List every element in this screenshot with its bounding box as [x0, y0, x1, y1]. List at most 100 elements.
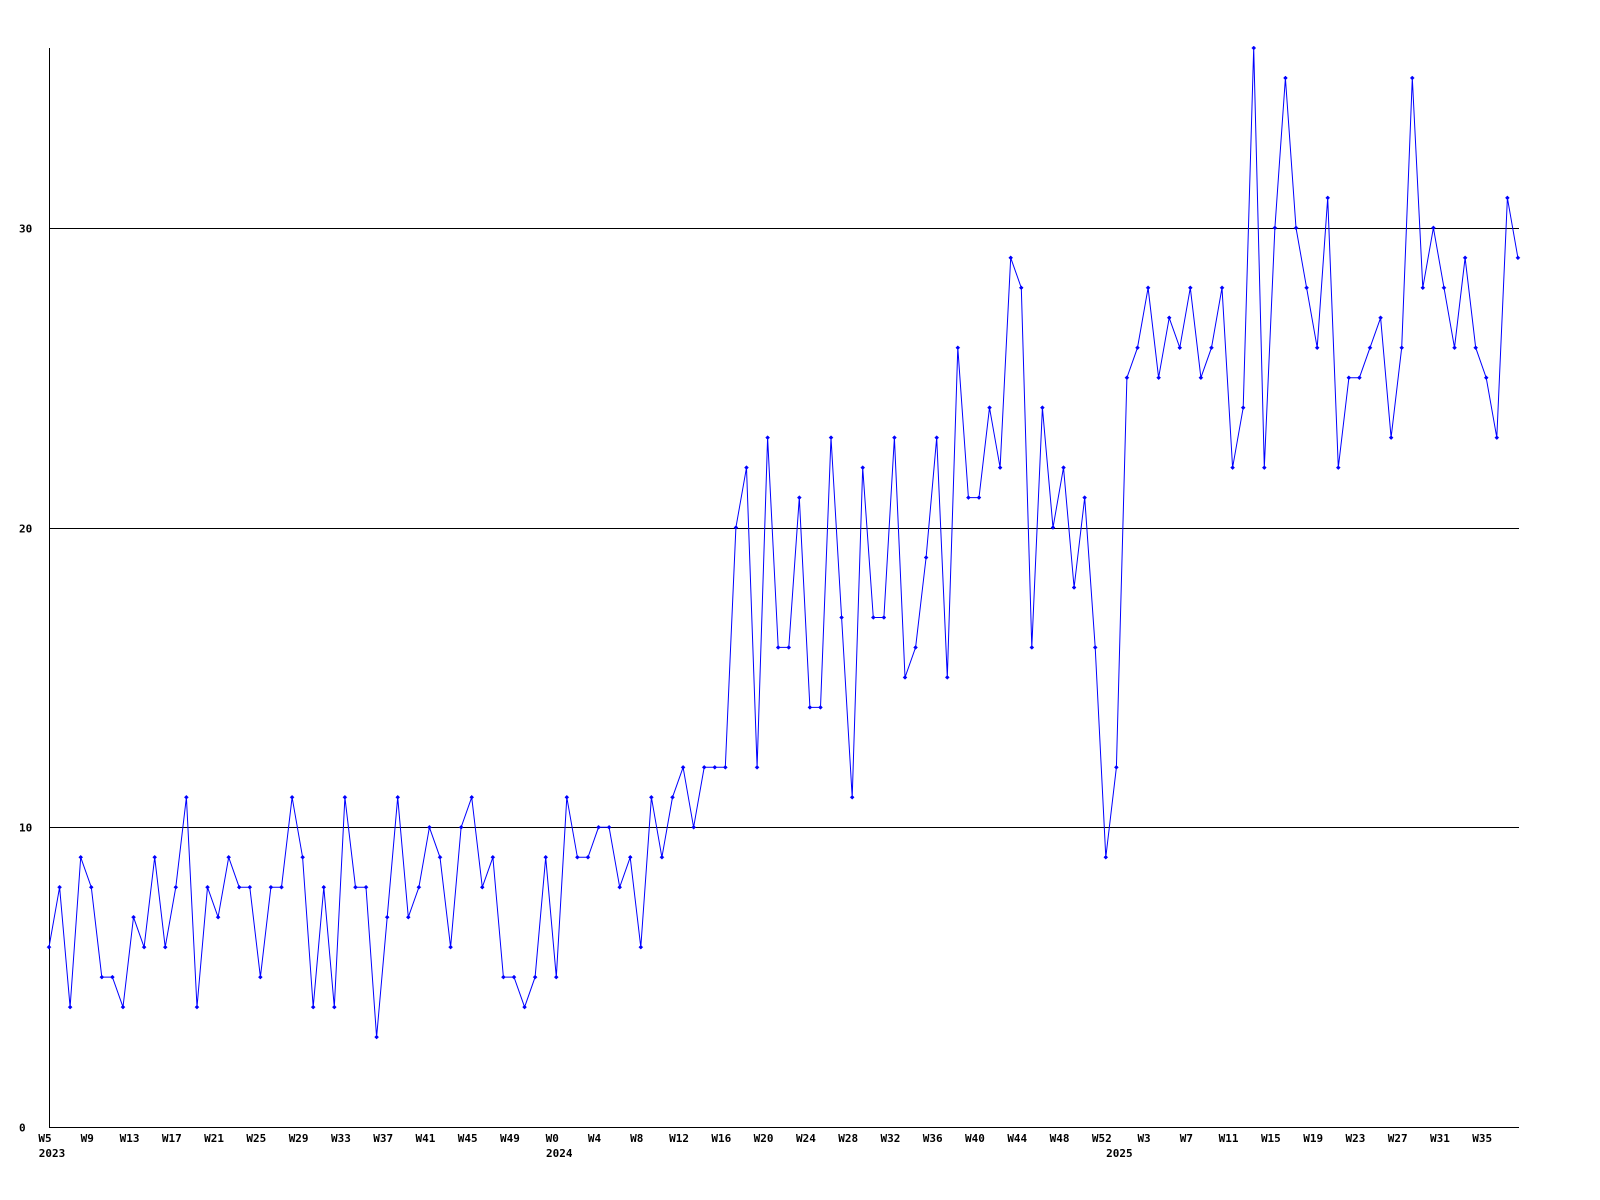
data-point: [775, 645, 781, 650]
x-tick-label: W28: [838, 1132, 858, 1145]
x-tick-label: W52: [1092, 1132, 1112, 1145]
data-point: [944, 675, 950, 680]
data-point: [987, 405, 992, 411]
data-point: [627, 854, 633, 860]
data-point: [1367, 345, 1373, 351]
data-point: [1219, 285, 1225, 291]
data-point: [1420, 285, 1426, 291]
gridlines: [49, 228, 1519, 828]
data-point: [458, 824, 464, 830]
data-point: [226, 854, 232, 860]
data-point: [881, 615, 887, 620]
data-point: [501, 974, 506, 980]
data-point: [955, 345, 961, 351]
year-label: 2024: [546, 1147, 573, 1160]
data-point: [78, 854, 84, 860]
data-point: [247, 884, 253, 890]
data-point: [490, 854, 496, 860]
x-tick-label: W25: [246, 1132, 266, 1145]
data-point: [543, 854, 549, 860]
data-point: [1187, 285, 1193, 291]
data-point: [807, 705, 813, 710]
axes: [49, 48, 1519, 1128]
data-point: [1156, 375, 1161, 381]
x-tick-label: W12: [669, 1132, 689, 1145]
data-point: [1050, 525, 1056, 530]
data-point: [395, 794, 401, 800]
data-point: [1431, 225, 1436, 231]
y-tick-label: 10: [19, 822, 32, 835]
data-point: [892, 435, 897, 440]
data-point: [1346, 375, 1352, 381]
data-point: [268, 884, 274, 890]
data-point: [849, 794, 855, 800]
data-point: [1335, 465, 1341, 470]
data-point: [67, 1004, 73, 1010]
data-point: [839, 615, 844, 620]
data-point: [416, 884, 422, 890]
data-point: [976, 495, 982, 500]
data-point: [236, 884, 242, 890]
x-tick-label: W5: [38, 1132, 51, 1145]
data-point: [331, 1004, 337, 1010]
data-point: [99, 974, 105, 980]
data-point: [1314, 345, 1320, 351]
data-point: [1124, 375, 1130, 381]
data-point: [469, 794, 475, 800]
data-point: [1177, 345, 1183, 351]
data-point: [1071, 585, 1077, 590]
data-point: [680, 764, 686, 770]
data-point: [1325, 195, 1331, 201]
year-label: 2025: [1106, 1147, 1133, 1160]
data-point: [1029, 645, 1035, 650]
data-point: [205, 884, 210, 890]
y-tick-label: 0: [19, 1122, 26, 1135]
x-tick-label: W21: [204, 1132, 224, 1145]
x-tick-label: W23: [1345, 1132, 1365, 1145]
data-point: [1293, 225, 1299, 231]
data-point: [966, 495, 971, 500]
data-point: [1515, 255, 1521, 261]
data-point: [1092, 645, 1098, 650]
data-point: [1040, 405, 1045, 411]
data-point: [828, 435, 834, 440]
data-point: [1166, 315, 1172, 321]
data-point: [1261, 465, 1267, 470]
data-point: [131, 914, 136, 920]
data-point: [1452, 345, 1457, 351]
data-point: [870, 615, 876, 620]
data-point: [1399, 345, 1405, 351]
y-tick-label: 20: [19, 523, 32, 536]
data-point: [152, 854, 158, 860]
data-point: [1494, 435, 1500, 440]
data-point: [913, 645, 918, 650]
data-point: [786, 645, 792, 650]
x-tick-label: W27: [1388, 1132, 1408, 1145]
y-tick-labels: 0 10 20 30: [19, 223, 32, 1135]
data-point: [1409, 75, 1415, 81]
data-point: [617, 884, 623, 890]
x-tick-label: W19: [1303, 1132, 1323, 1145]
x-tick-label: W7: [1180, 1132, 1193, 1145]
data-point: [1008, 255, 1014, 261]
x-tick-label: W37: [373, 1132, 393, 1145]
data-point: [1272, 225, 1278, 231]
data-point: [511, 974, 517, 980]
data-point: [1018, 285, 1024, 291]
x-tick-label: W44: [1007, 1132, 1027, 1145]
data-point: [1209, 345, 1214, 351]
data-point: [659, 854, 665, 860]
data-point: [1441, 285, 1447, 291]
data-point: [279, 884, 284, 890]
data-point: [1388, 435, 1394, 440]
x-tick-label: W35: [1472, 1132, 1492, 1145]
data-point: [606, 824, 612, 830]
data-point: [405, 914, 411, 920]
x-tick-label: W8: [630, 1132, 643, 1145]
data-point: [1103, 854, 1109, 860]
data-point: [1198, 375, 1204, 381]
data-point: [1462, 255, 1468, 261]
data-point: [860, 465, 866, 470]
data-point: [1304, 285, 1309, 291]
x-tick-label: W31: [1430, 1132, 1450, 1145]
